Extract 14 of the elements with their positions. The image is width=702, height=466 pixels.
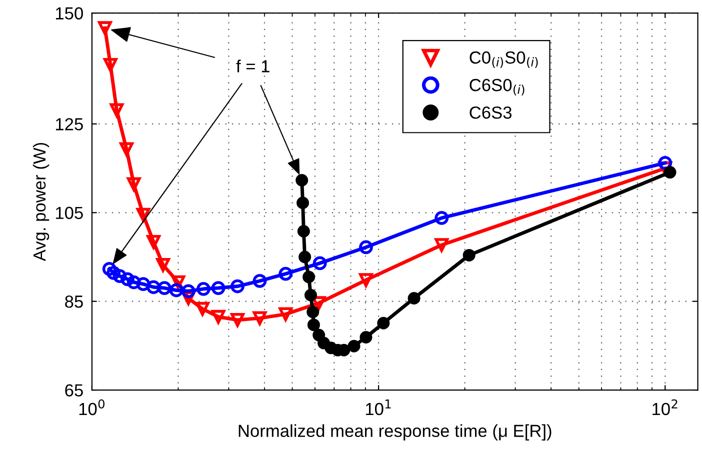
y-tick-label: 65 — [65, 384, 83, 397]
y-tick-label: 85 — [65, 296, 83, 308]
legend-label: C6S3 — [470, 106, 512, 119]
x-tick-label: 10$^{0}$ — [79, 399, 104, 416]
legend-label: C0$_{(i)}$S0$_{(i)}$ — [470, 51, 538, 68]
x-axis-title: Normalized mean response time (μ E[R]) — [238, 424, 552, 440]
x-tick-label: 10$^{1}$ — [366, 400, 391, 416]
y-tick-label: 125 — [56, 118, 83, 130]
y-tick-label: 105 — [56, 206, 83, 220]
y-tick-label: 150 — [56, 7, 83, 20]
y-axis-title: Avg. power (W) — [32, 142, 50, 262]
annotation: f = 1 — [236, 60, 270, 72]
x-tick-label: 10$^{2}$ — [652, 399, 678, 416]
legend-label: C6S0$_{(i)}$ — [470, 78, 524, 96]
